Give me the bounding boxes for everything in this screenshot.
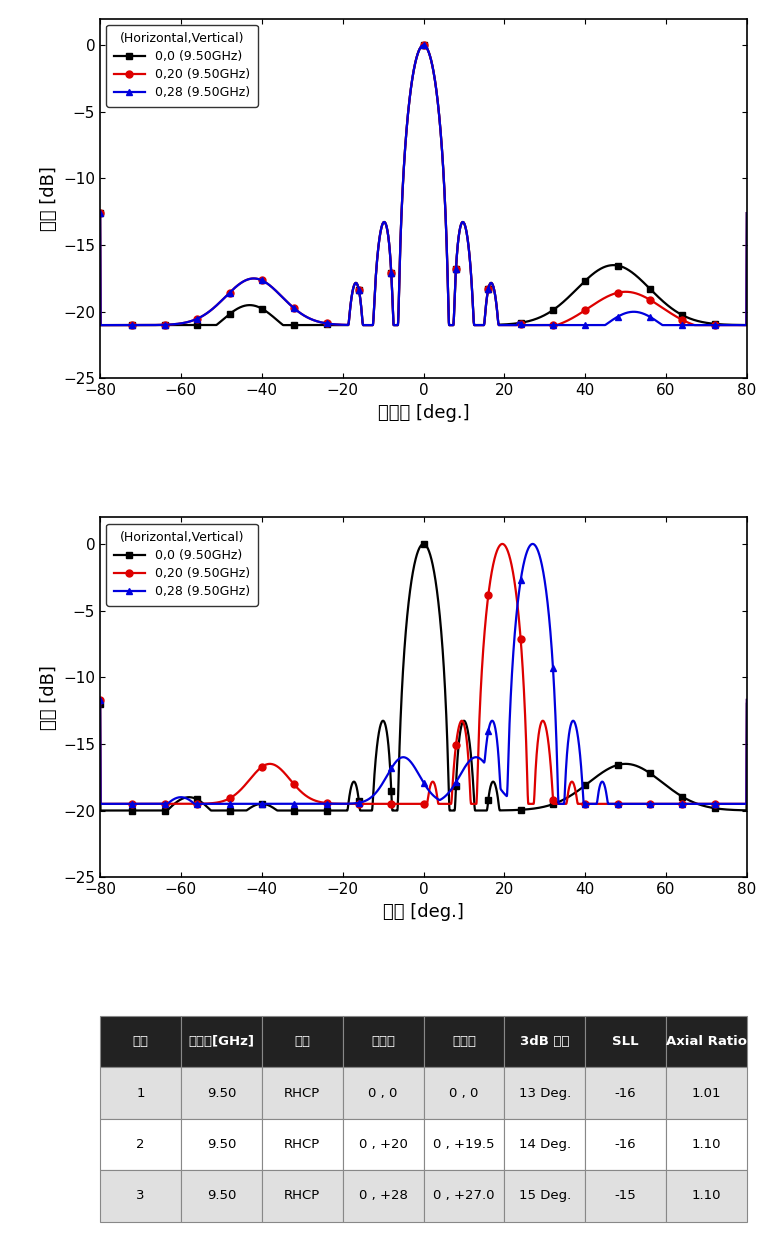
0,20 (9.50GHz) — [497, 537, 507, 552]
0,0 (9.50GHz) — [742, 696, 752, 711]
Line: 0,28 (9.50GHz): 0,28 (9.50GHz) — [96, 540, 751, 807]
0,0 (9.50GHz) — [95, 696, 105, 711]
0,28 (9.50GHz) — [644, 308, 653, 323]
0,28 (9.50GHz) — [735, 317, 745, 332]
0,28 (9.50GHz) — [419, 38, 428, 53]
0,28 (9.50GHz) — [228, 796, 237, 811]
0,20 (9.50GHz) — [735, 317, 745, 332]
0,28 (9.50GHz) — [605, 315, 614, 329]
0,20 (9.50GHz) — [564, 312, 573, 327]
Line: 0,28 (9.50GHz): 0,28 (9.50GHz) — [96, 42, 751, 328]
0,28 (9.50GHz) — [742, 692, 752, 707]
0,20 (9.50GHz) — [564, 784, 573, 798]
0,28 (9.50GHz) — [742, 206, 752, 221]
0,20 (9.50GHz) — [228, 283, 237, 297]
0,28 (9.50GHz) — [507, 317, 516, 332]
0,28 (9.50GHz) — [494, 317, 504, 332]
0,0 (9.50GHz) — [735, 803, 745, 818]
0,0 (9.50GHz) — [95, 206, 105, 221]
Legend: 0,0 (9.50GHz), 0,20 (9.50GHz), 0,28 (9.50GHz): 0,0 (9.50GHz), 0,20 (9.50GHz), 0,28 (9.5… — [106, 25, 258, 107]
Line: 0,0 (9.50GHz): 0,0 (9.50GHz) — [96, 42, 751, 328]
0,28 (9.50GHz) — [605, 796, 614, 811]
0,20 (9.50GHz) — [507, 557, 516, 571]
0,20 (9.50GHz) — [95, 206, 105, 221]
0,20 (9.50GHz) — [419, 38, 428, 53]
0,0 (9.50GHz) — [507, 803, 516, 818]
0,28 (9.50GHz) — [507, 681, 516, 696]
0,0 (9.50GHz) — [96, 317, 105, 332]
0,28 (9.50GHz) — [228, 283, 237, 297]
0,20 (9.50GHz) — [494, 317, 504, 332]
0,20 (9.50GHz) — [644, 796, 653, 811]
0,20 (9.50GHz) — [228, 789, 237, 803]
0,28 (9.50GHz) — [528, 537, 537, 552]
0,0 (9.50GHz) — [507, 317, 516, 332]
Y-axis label: 이득 [dB]: 이득 [dB] — [40, 665, 58, 729]
0,0 (9.50GHz) — [564, 790, 573, 805]
0,20 (9.50GHz) — [644, 291, 653, 306]
0,28 (9.50GHz) — [95, 206, 105, 221]
0,0 (9.50GHz) — [644, 280, 653, 295]
0,20 (9.50GHz) — [507, 317, 516, 332]
0,20 (9.50GHz) — [742, 206, 752, 221]
0,0 (9.50GHz) — [735, 317, 745, 332]
0,0 (9.50GHz) — [228, 305, 237, 320]
0,20 (9.50GHz) — [605, 796, 614, 811]
0,20 (9.50GHz) — [742, 692, 752, 707]
0,28 (9.50GHz) — [564, 317, 573, 332]
0,28 (9.50GHz) — [564, 732, 573, 747]
0,28 (9.50GHz) — [96, 796, 105, 811]
0,0 (9.50GHz) — [96, 803, 105, 818]
0,0 (9.50GHz) — [419, 38, 428, 53]
0,28 (9.50GHz) — [644, 796, 653, 811]
Line: 0,20 (9.50GHz): 0,20 (9.50GHz) — [96, 540, 751, 807]
0,20 (9.50GHz) — [605, 288, 614, 302]
0,0 (9.50GHz) — [228, 803, 237, 818]
0,0 (9.50GHz) — [564, 290, 573, 305]
Line: 0,0 (9.50GHz): 0,0 (9.50GHz) — [96, 540, 751, 814]
0,28 (9.50GHz) — [95, 692, 105, 707]
Legend: 0,0 (9.50GHz), 0,20 (9.50GHz), 0,28 (9.50GHz): 0,0 (9.50GHz), 0,20 (9.50GHz), 0,28 (9.5… — [106, 523, 258, 606]
X-axis label: 방위각 [deg.]: 방위각 [deg.] — [378, 404, 469, 422]
Y-axis label: 이득 [dB]: 이득 [dB] — [40, 167, 58, 231]
0,0 (9.50GHz) — [605, 258, 614, 273]
0,0 (9.50GHz) — [644, 765, 653, 780]
0,20 (9.50GHz) — [735, 796, 745, 811]
0,28 (9.50GHz) — [735, 796, 745, 811]
X-axis label: 고각 [deg.]: 고각 [deg.] — [383, 902, 464, 921]
0,0 (9.50GHz) — [605, 761, 614, 776]
0,20 (9.50GHz) — [96, 796, 105, 811]
Line: 0,20 (9.50GHz): 0,20 (9.50GHz) — [96, 42, 751, 328]
0,20 (9.50GHz) — [95, 692, 105, 707]
0,0 (9.50GHz) — [742, 206, 752, 221]
0,0 (9.50GHz) — [419, 537, 428, 552]
